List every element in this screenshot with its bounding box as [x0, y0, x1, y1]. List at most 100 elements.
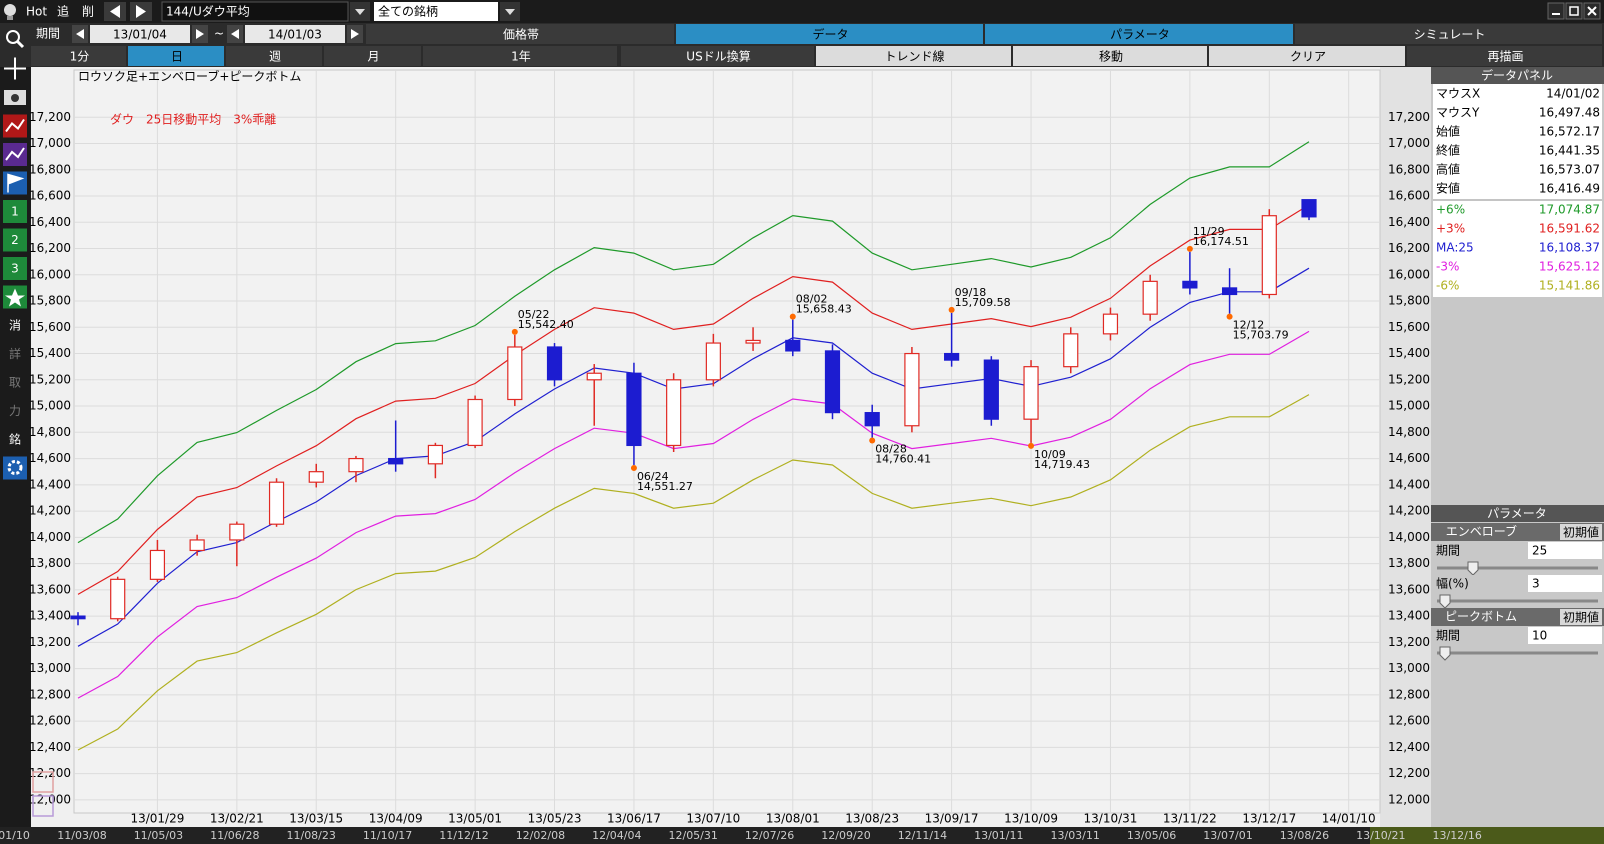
data-row-value: 14/01/02	[1546, 87, 1600, 101]
from-date-box[interactable]	[90, 25, 190, 43]
interval-label: 月	[367, 50, 379, 64]
window-button[interactable]	[1565, 2, 1583, 20]
candle-body	[268, 481, 285, 525]
window-button[interactable]	[1547, 2, 1565, 20]
param-input[interactable]	[1528, 542, 1602, 559]
interval-tab[interactable]	[423, 46, 617, 66]
interval-tab[interactable]	[128, 46, 224, 66]
x-tick-label: 13/09/17	[925, 812, 979, 826]
filter-box[interactable]	[374, 2, 498, 21]
right-axis-band	[1380, 67, 1431, 827]
view-tab[interactable]	[676, 24, 983, 44]
x-tick-label: 13/06/17	[607, 812, 661, 826]
timeline-selection	[1370, 827, 1604, 844]
x-tick-label: 13/10/31	[1084, 812, 1138, 826]
chart-tool-line	[5, 118, 25, 133]
interval-label: 日	[171, 50, 183, 64]
param-label-cell	[1431, 542, 1527, 559]
x-tick-label: 13/05/23	[528, 812, 582, 826]
x-tick-label: 13/03/15	[289, 812, 343, 826]
peak-marker	[869, 437, 876, 444]
param-header	[1431, 505, 1604, 522]
number-tool[interactable]	[3, 200, 27, 223]
y2-tick-label: 14,200	[1388, 504, 1430, 518]
period-label: 期間	[36, 27, 60, 41]
flag-tool[interactable]	[3, 171, 27, 195]
interval-tab[interactable]	[31, 46, 126, 66]
reset-button[interactable]	[1560, 609, 1602, 625]
candle-body	[427, 444, 443, 465]
annotation-value: 14,551.27	[637, 480, 693, 493]
y2-tick-label: 14,800	[1388, 425, 1430, 439]
to-date-box[interactable]	[245, 25, 345, 43]
legend-label: +3%	[1436, 222, 1465, 236]
candle-body	[983, 359, 999, 420]
y2-tick-label: 16,000	[1388, 267, 1430, 281]
step-arrow	[76, 29, 84, 39]
action-button[interactable]	[816, 46, 1011, 66]
view-tab-label: 価格帯	[503, 27, 539, 42]
param-input[interactable]	[1528, 575, 1602, 592]
timeline-label: 12/02/08	[516, 829, 565, 842]
legend-value: 16,108.37	[1539, 241, 1600, 255]
annotation-date: 08/02	[796, 293, 828, 306]
chart-corner-icon[interactable]	[32, 771, 54, 793]
x-tick-label: 13/07/10	[686, 812, 740, 826]
timeline-label: 12/07/26	[745, 829, 794, 842]
x-tick-label: 13/04/09	[369, 812, 423, 826]
y-tick-label: 16,200	[29, 241, 71, 255]
y2-tick-label: 12,000	[1388, 792, 1430, 806]
slider-thumb[interactable]	[1439, 594, 1451, 609]
timeline-label: 13/10/21	[1356, 829, 1405, 842]
view-tab[interactable]	[985, 24, 1293, 44]
chart-tool-line	[5, 147, 25, 161]
candle-body	[626, 372, 642, 447]
annotation-date: 09/18	[955, 286, 987, 299]
param-label: 期間	[1436, 629, 1460, 643]
param-label: 幅(%)	[1436, 576, 1469, 591]
settings-tool[interactable]	[3, 456, 27, 480]
dropdown-arrow	[505, 9, 515, 15]
data-panel-header	[1431, 67, 1604, 84]
slider-thumb[interactable]	[1439, 646, 1451, 661]
y-tick-label: 16,800	[29, 162, 71, 176]
envelope-line	[77, 141, 1310, 544]
view-tab[interactable]	[1295, 24, 1602, 44]
chart-corner-icon[interactable]	[32, 795, 54, 817]
slider-thumb[interactable]	[1467, 561, 1479, 576]
interval-tab[interactable]	[226, 46, 322, 66]
param-label-cell	[1431, 575, 1527, 592]
number-tool[interactable]	[3, 228, 27, 252]
y-tick-label: 15,000	[29, 399, 71, 413]
symbol-box[interactable]	[161, 1, 349, 22]
annotation-date: 10/09	[1034, 448, 1066, 461]
annotation-value: 15,703.79	[1233, 329, 1289, 342]
candle-body	[824, 350, 841, 414]
action-label: トレンド線	[884, 49, 944, 64]
annotation-value: 15,542.40	[518, 318, 574, 331]
param-input[interactable]	[1528, 627, 1602, 644]
y2-tick-label: 14,000	[1388, 530, 1430, 544]
reset-button[interactable]	[1560, 524, 1602, 540]
interval-label: 1分	[70, 50, 90, 64]
annotation-value: 15,709.58	[955, 296, 1011, 309]
candle-body	[1142, 280, 1158, 315]
interval-tab[interactable]	[324, 46, 421, 66]
action-button[interactable]	[1013, 46, 1207, 66]
reset-label: 初期値	[1563, 525, 1599, 540]
y-tick-label: 13,600	[29, 582, 71, 596]
param-value: 3	[1532, 577, 1540, 591]
action-button[interactable]	[1209, 46, 1405, 66]
action-button[interactable]	[1407, 46, 1602, 66]
y2-tick-label: 14,600	[1388, 451, 1430, 465]
y-tick-label: 15,400	[29, 346, 71, 360]
number-tool[interactable]	[3, 257, 27, 280]
chart-title: ダウ 25日移動平均 3%乖離	[110, 112, 276, 127]
to-date: 14/01/03	[268, 28, 322, 42]
view-tab[interactable]	[366, 24, 674, 44]
side-tool-label: 1	[11, 205, 19, 219]
next-arrow	[136, 5, 146, 18]
y-tick-label: 14,600	[29, 451, 71, 465]
action-button[interactable]	[621, 46, 814, 66]
